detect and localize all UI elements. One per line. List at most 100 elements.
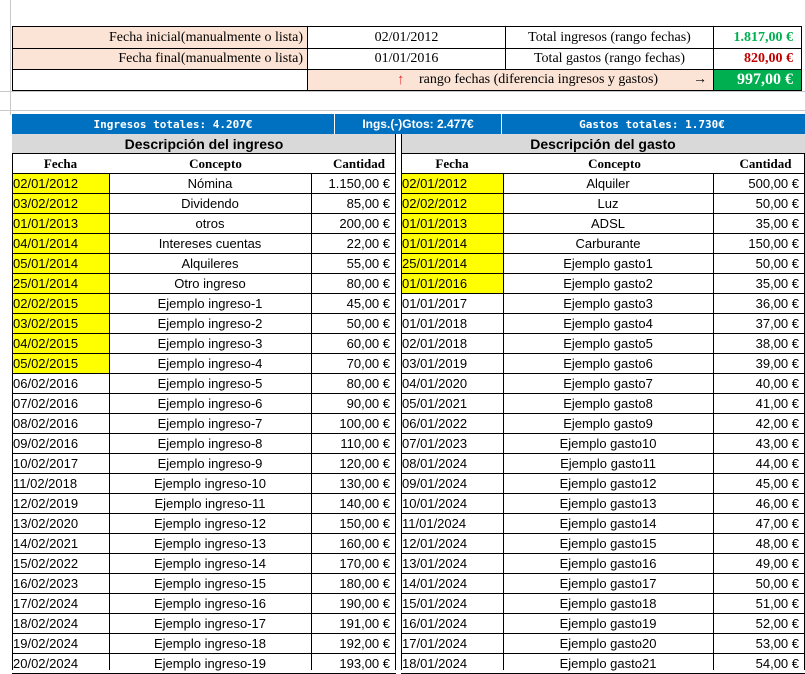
expense-date-cell[interactable]: 25/01/2014 xyxy=(401,254,503,273)
expense-concept-cell[interactable]: Ejemplo gasto3 xyxy=(563,296,653,311)
expense-date-cell[interactable]: 01/01/2014 xyxy=(401,234,503,253)
expense-amount-cell[interactable]: 37,00 € xyxy=(755,316,799,331)
expense-concept-cell[interactable]: Luz xyxy=(597,196,619,211)
income-concept-cell[interactable]: Ejemplo ingreso-19 xyxy=(153,656,266,671)
expense-concept-cell[interactable]: Ejemplo gasto10 xyxy=(559,436,657,451)
expense-date-cell[interactable]: 16/01/2024 xyxy=(402,616,468,631)
income-date-cell[interactable]: 05/01/2014 xyxy=(12,254,109,273)
income-amount-cell[interactable]: 50,00 € xyxy=(346,316,390,331)
expense-amount-cell[interactable]: 46,00 € xyxy=(755,496,799,511)
income-concept-cell[interactable]: Ejemplo ingreso-11 xyxy=(154,496,266,511)
income-concept-cell[interactable]: Ejemplo ingreso-18 xyxy=(153,636,266,651)
income-date-cell[interactable]: 17/02/2024 xyxy=(13,596,79,611)
expense-date-cell[interactable]: 01/01/2018 xyxy=(402,316,468,331)
expense-date-cell[interactable]: 05/01/2021 xyxy=(402,396,468,411)
expense-date-cell[interactable]: 13/01/2024 xyxy=(402,556,468,571)
end-date-input[interactable]: 01/01/2016 xyxy=(307,48,506,70)
income-amount-cell[interactable]: 130,00 € xyxy=(339,476,390,491)
income-concept-cell[interactable]: Dividendo xyxy=(181,196,239,211)
income-date-cell[interactable]: 09/02/2016 xyxy=(13,436,79,451)
expense-amount-cell[interactable]: 49,00 € xyxy=(755,556,799,571)
income-date-cell[interactable]: 04/01/2014 xyxy=(12,234,109,253)
expense-concept-cell[interactable]: Ejemplo gasto9 xyxy=(563,416,653,431)
income-date-cell[interactable]: 01/01/2013 xyxy=(12,214,109,233)
income-date-cell[interactable]: 15/02/2022 xyxy=(13,556,79,571)
income-date-cell[interactable]: 08/02/2016 xyxy=(13,416,79,431)
income-amount-cell[interactable]: 80,00 € xyxy=(346,376,390,391)
income-date-cell[interactable]: 03/02/2015 xyxy=(12,314,109,333)
expense-concept-cell[interactable]: Ejemplo gasto12 xyxy=(559,476,657,491)
expense-amount-cell[interactable]: 43,00 € xyxy=(755,436,799,451)
expense-concept-cell[interactable]: Ejemplo gasto8 xyxy=(563,396,653,411)
income-amount-cell[interactable]: 110,00 € xyxy=(340,436,390,451)
income-date-cell[interactable]: 03/02/2012 xyxy=(12,194,109,213)
income-concept-cell[interactable]: Otro ingreso xyxy=(174,276,246,291)
expense-concept-cell[interactable]: Ejemplo gasto14 xyxy=(559,516,657,531)
income-date-cell[interactable]: 11/02/2018 xyxy=(13,476,78,491)
expense-date-cell[interactable]: 06/01/2022 xyxy=(402,416,468,431)
expense-concept-cell[interactable]: Ejemplo gasto19 xyxy=(559,616,657,631)
income-date-cell[interactable]: 02/01/2012 xyxy=(12,174,109,193)
expense-date-cell[interactable]: 02/01/2012 xyxy=(401,174,503,193)
expense-amount-cell[interactable]: 36,00 € xyxy=(755,296,799,311)
income-amount-cell[interactable]: 100,00 € xyxy=(339,416,390,431)
expense-date-cell[interactable]: 09/01/2024 xyxy=(402,476,468,491)
income-concept-cell[interactable]: Ejemplo ingreso-7 xyxy=(157,416,263,431)
expense-amount-cell[interactable]: 54,00 € xyxy=(755,656,799,671)
income-concept-cell[interactable]: Ejemplo ingreso-15 xyxy=(153,576,266,591)
expense-amount-cell[interactable]: 51,00 € xyxy=(755,596,799,611)
expense-concept-cell[interactable]: Ejemplo gasto17 xyxy=(559,576,657,591)
start-date-input[interactable]: 02/01/2012 xyxy=(307,26,506,49)
income-amount-cell[interactable]: 55,00 € xyxy=(346,256,390,271)
income-amount-cell[interactable]: 150,00 € xyxy=(339,516,390,531)
expense-concept-cell[interactable]: Ejemplo gasto1 xyxy=(563,256,653,271)
expense-concept-cell[interactable]: Ejemplo gasto16 xyxy=(559,556,657,571)
expense-amount-cell[interactable]: 150,00 € xyxy=(748,236,799,251)
expense-concept-cell[interactable]: Ejemplo gasto7 xyxy=(563,376,653,391)
income-concept-cell[interactable]: Intereses cuentas xyxy=(158,236,262,251)
income-concept-cell[interactable]: Ejemplo ingreso-12 xyxy=(153,516,266,531)
expense-amount-cell[interactable]: 500,00 € xyxy=(748,176,799,191)
income-date-cell[interactable]: 16/02/2023 xyxy=(13,576,79,591)
expense-date-cell[interactable]: 02/02/2012 xyxy=(401,194,503,213)
expense-amount-cell[interactable]: 45,00 € xyxy=(755,476,799,491)
income-date-cell[interactable]: 25/01/2014 xyxy=(12,274,109,293)
expense-concept-cell[interactable]: Ejemplo gasto20 xyxy=(559,636,657,651)
income-amount-cell[interactable]: 180,00 € xyxy=(339,576,390,591)
income-amount-cell[interactable]: 160,00 € xyxy=(339,536,390,551)
expense-amount-cell[interactable]: 39,00 € xyxy=(755,356,799,371)
income-amount-cell[interactable]: 120,00 € xyxy=(339,456,390,471)
income-amount-cell[interactable]: 85,00 € xyxy=(346,196,390,211)
expense-concept-cell[interactable]: Ejemplo gasto15 xyxy=(559,536,657,551)
income-concept-cell[interactable]: Ejemplo ingreso-13 xyxy=(153,536,266,551)
expense-date-cell[interactable]: 01/01/2016 xyxy=(401,274,503,293)
income-date-cell[interactable]: 04/02/2015 xyxy=(12,334,109,353)
income-amount-cell[interactable]: 70,00 € xyxy=(346,356,390,371)
income-date-cell[interactable]: 10/02/2017 xyxy=(13,456,79,471)
expense-concept-cell[interactable]: Ejemplo gasto18 xyxy=(559,596,657,611)
income-concept-cell[interactable]: Ejemplo ingreso-14 xyxy=(153,556,266,571)
expense-amount-cell[interactable]: 35,00 € xyxy=(755,216,799,231)
income-amount-cell[interactable]: 60,00 € xyxy=(346,336,390,351)
income-amount-cell[interactable]: 170,00 € xyxy=(339,556,390,571)
income-concept-cell[interactable]: Ejemplo ingreso-2 xyxy=(157,316,263,331)
expense-date-cell[interactable]: 07/01/2023 xyxy=(402,436,468,451)
income-amount-cell[interactable]: 80,00 € xyxy=(346,276,390,291)
income-date-cell[interactable]: 18/02/2024 xyxy=(13,616,79,631)
expense-concept-cell[interactable]: Ejemplo gasto2 xyxy=(563,276,653,291)
income-concept-cell[interactable]: Ejemplo ingreso-8 xyxy=(157,436,263,451)
income-amount-cell[interactable]: 190,00 € xyxy=(339,596,390,611)
income-amount-cell[interactable]: 192,00 € xyxy=(339,636,390,651)
income-concept-cell[interactable]: Ejemplo ingreso-4 xyxy=(157,356,263,371)
expense-date-cell[interactable]: 18/01/2024 xyxy=(402,656,468,671)
expense-amount-cell[interactable]: 38,00 € xyxy=(755,336,799,351)
income-concept-cell[interactable]: Ejemplo ingreso-17 xyxy=(153,616,266,631)
expense-date-cell[interactable]: 12/01/2024 xyxy=(402,536,468,551)
income-concept-cell[interactable]: Ejemplo ingreso-3 xyxy=(157,336,263,351)
expense-date-cell[interactable]: 15/01/2024 xyxy=(402,596,468,611)
expense-date-cell[interactable]: 11/01/2024 xyxy=(402,516,467,531)
expense-amount-cell[interactable]: 44,00 € xyxy=(755,456,799,471)
income-date-cell[interactable]: 07/02/2016 xyxy=(13,396,79,411)
expense-amount-cell[interactable]: 50,00 € xyxy=(755,576,799,591)
income-concept-cell[interactable]: Ejemplo ingreso-5 xyxy=(157,376,263,391)
